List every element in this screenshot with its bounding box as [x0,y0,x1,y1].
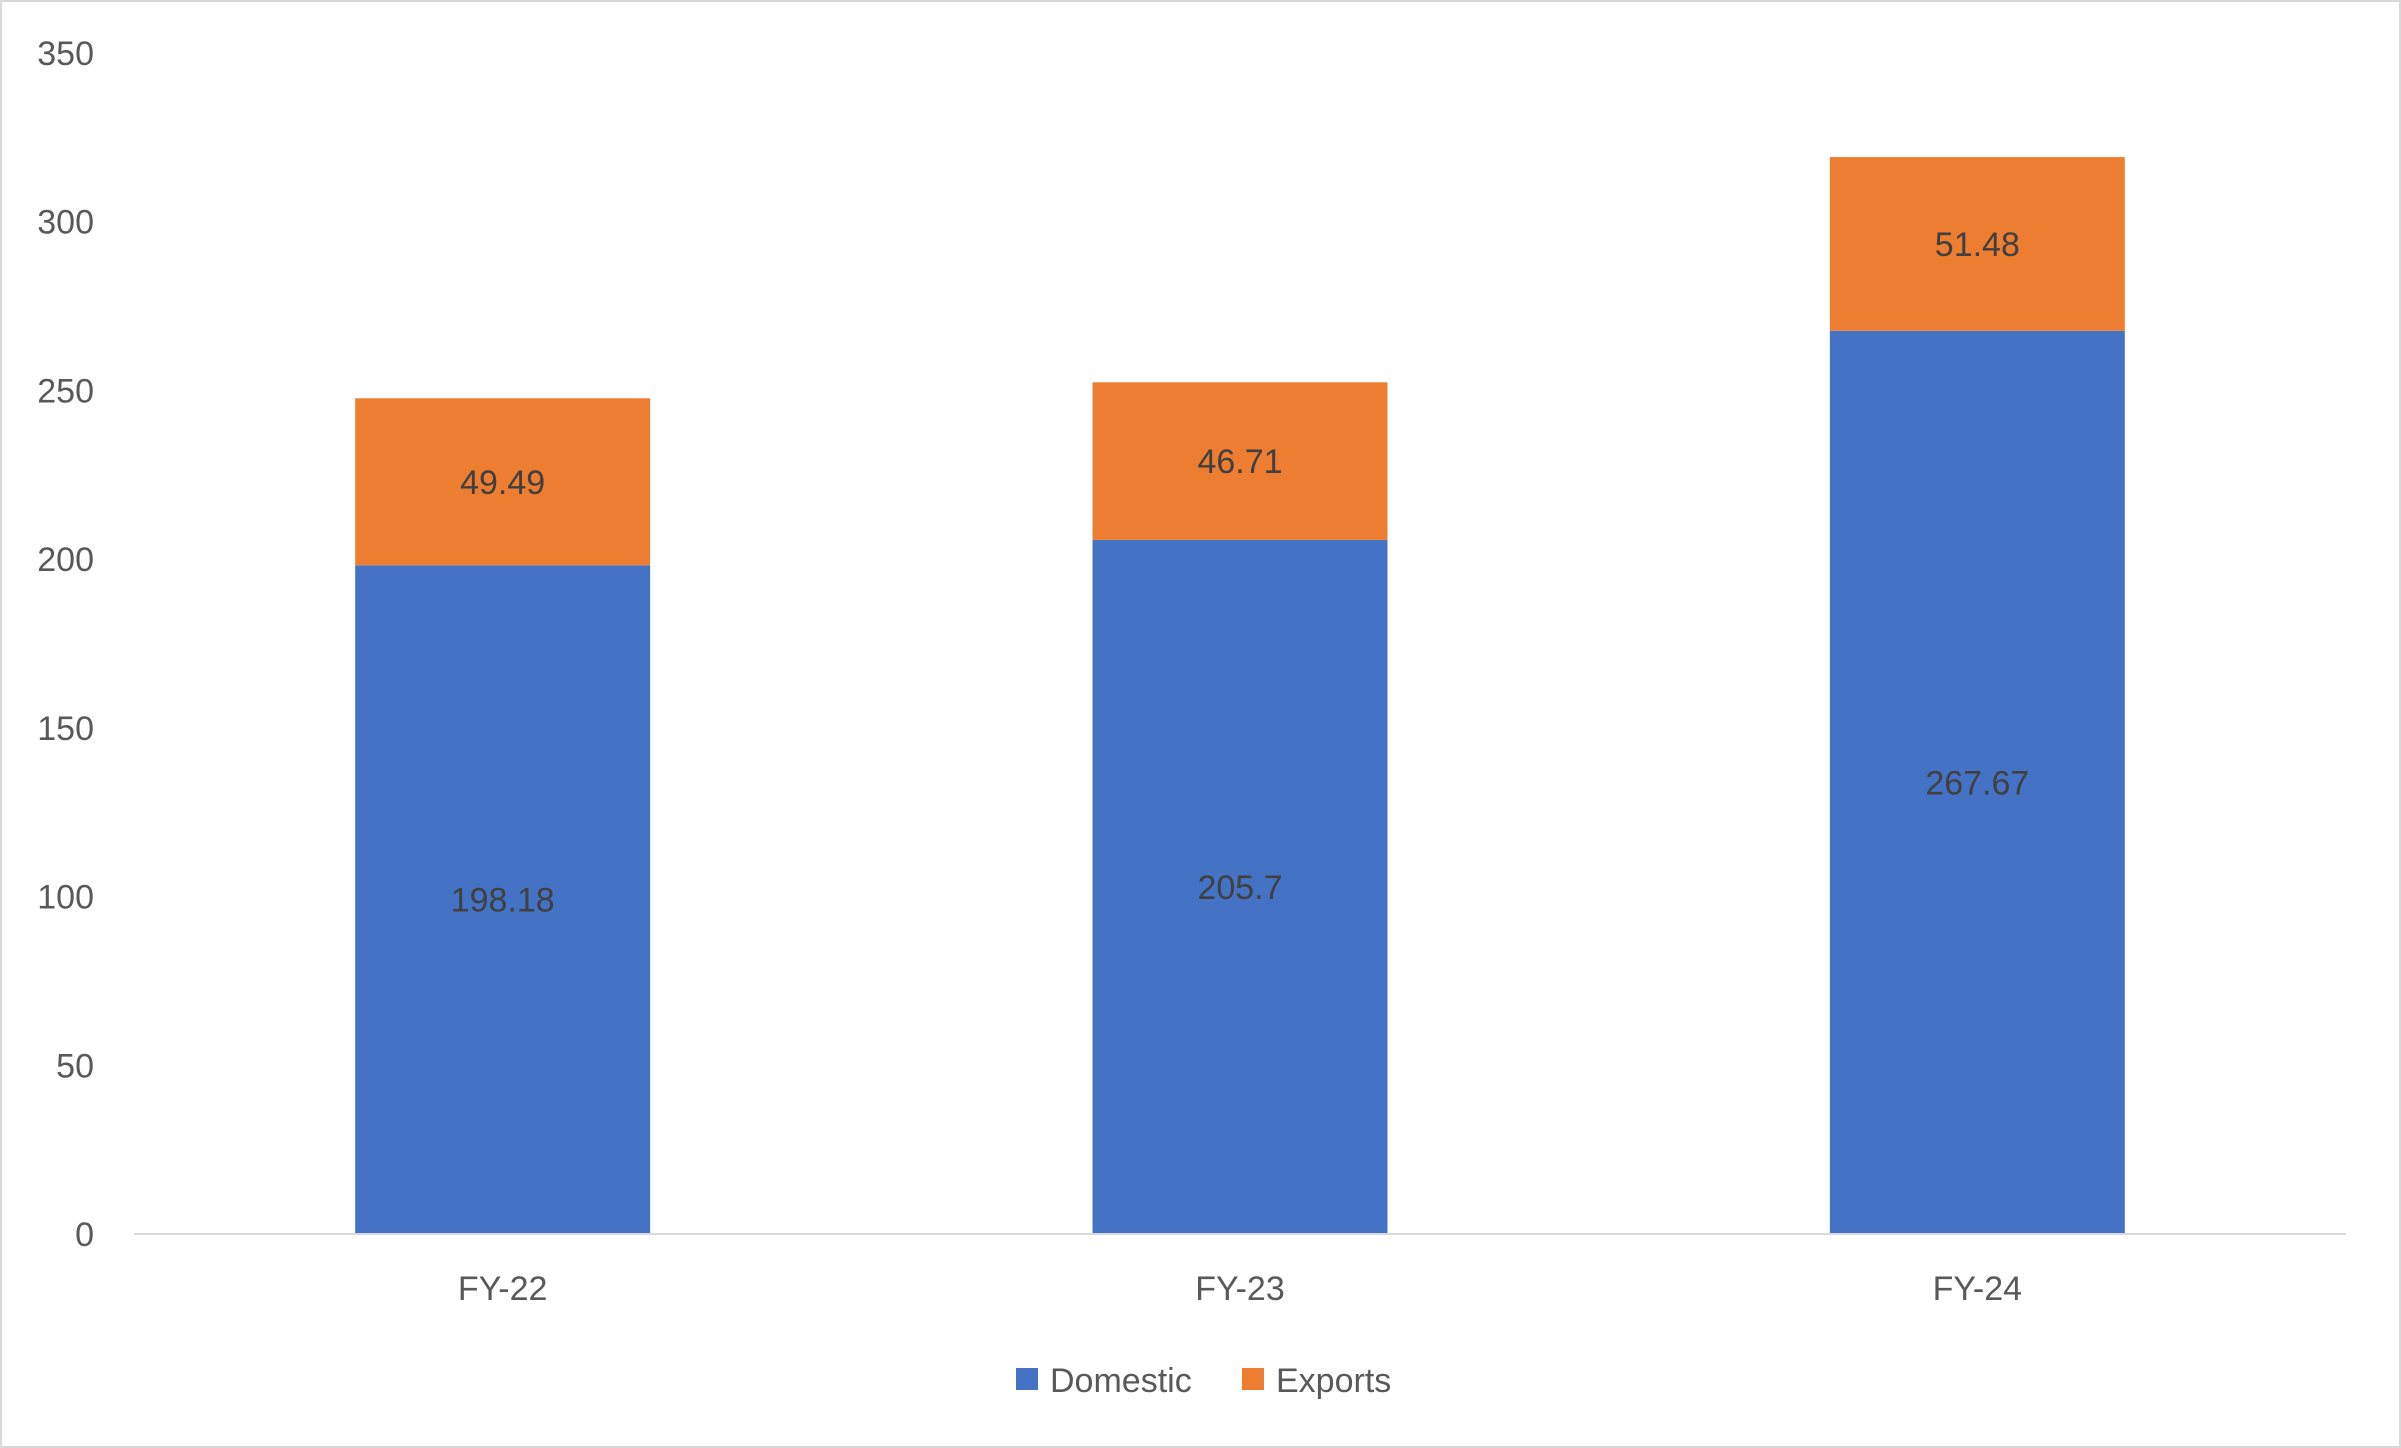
data-label: 51.48 [1935,226,2020,264]
y-tick-label: 300 [37,204,94,242]
bars [355,157,2125,1234]
bar-exports-fy-23 [1092,382,1388,540]
legend-swatch-domestic [1016,1368,1038,1390]
legend-swatch-exports [1242,1368,1264,1390]
x-tick-label: FY-22 [458,1270,547,1308]
legend: Domestic Exports [1016,1362,1391,1400]
legend-label-domestic: Domestic [1050,1362,1192,1400]
x-tick-label: FY-24 [1933,1270,2022,1308]
y-tick-label: 150 [37,710,94,748]
legend-label-exports: Exports [1276,1362,1391,1400]
data-label: 267.67 [1925,764,2029,802]
data-label: 205.7 [1197,869,1282,907]
data-label: 46.71 [1197,443,1282,481]
bar-exports-fy-22 [355,398,651,566]
y-tick-label: 250 [37,372,94,410]
y-tick-label: 100 [37,879,94,917]
bar-exports-fy-24 [1829,157,2125,331]
bar-domestic-fy-23 [1092,539,1388,1234]
y-tick-label: 200 [37,541,94,579]
y-tick-label: 350 [37,35,94,73]
data-labels: 198.18 49.49 205.7 46.71 267.67 51.48 [451,226,2030,920]
bar-domestic-fy-24 [1829,330,2125,1234]
data-label: 49.49 [460,464,545,502]
y-tick-label: 0 [75,1216,94,1254]
x-axis-ticks: FY-22 FY-23 FY-24 [458,1270,2022,1308]
x-tick-label: FY-23 [1195,1270,1284,1308]
bar-domestic-fy-22 [355,565,651,1234]
data-label: 198.18 [451,882,555,920]
y-axis-ticks: 0 50 100 150 200 250 300 350 [37,35,94,1254]
y-tick-label: 50 [56,1047,94,1085]
